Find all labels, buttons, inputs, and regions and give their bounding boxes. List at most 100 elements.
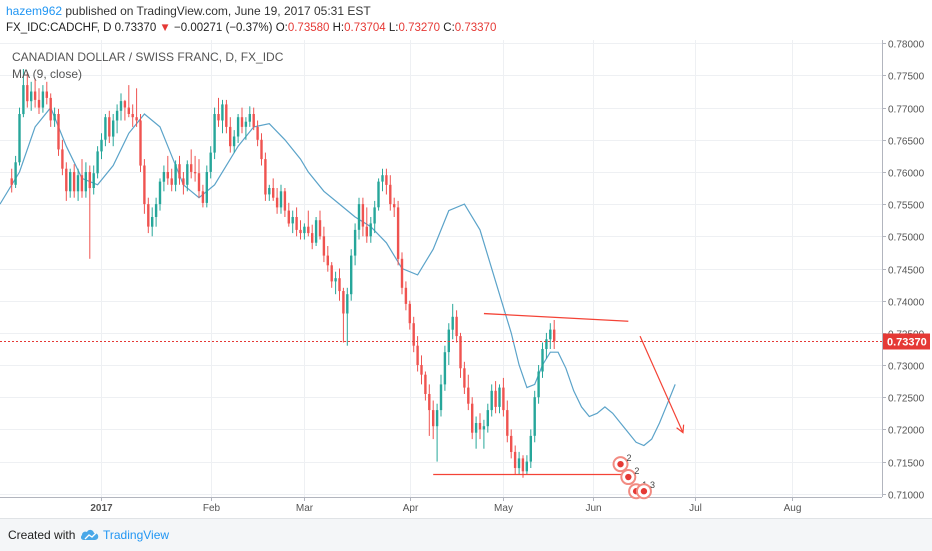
candle-body [381,175,384,182]
candle [201,184,205,208]
candle-body [88,172,91,189]
high-value: 0.73704 [344,22,386,34]
candle [18,107,21,166]
candle-body [314,220,318,243]
candle-body [545,339,548,349]
candle-body [76,175,80,192]
x-tick-label: Aug [784,503,802,514]
tradingview-cloud-icon [80,529,99,540]
candle-body [287,210,290,224]
candle-body [127,107,130,114]
candle-body [451,316,454,330]
candle-body [244,121,248,127]
candle-body [486,410,489,427]
author-link[interactable]: hazem962 [6,4,63,18]
candle [533,390,536,443]
candle [108,110,111,143]
x-tick-label: Mar [296,503,314,514]
candle-body [416,345,419,365]
candle [154,197,158,227]
candle-body [506,410,509,436]
candle-body [30,91,33,102]
close-label: C: [443,22,455,34]
candle [432,400,435,440]
candle-body [490,390,493,411]
candle-body [193,172,197,174]
candle [439,374,443,417]
candle [513,445,517,475]
price-chart[interactable]: 2213 0.78000 0.77500 0.77000 0.76500 0.76000… [0,40,932,518]
candle [209,146,212,179]
candle [369,217,372,243]
candle-body [108,117,111,137]
candle [240,107,244,134]
candle-body [209,152,212,172]
candle-body [275,197,279,208]
candle-body [502,387,505,411]
candle [490,384,493,417]
event-badge-count: 2 [634,466,639,476]
candle [342,287,345,343]
candle [61,139,64,176]
candle-body [143,165,146,205]
candle [135,88,138,127]
candle [14,155,17,188]
candle [517,451,521,475]
candle [88,165,91,259]
candle-body [291,217,294,224]
y-tick-label: 0.72500 [888,394,925,405]
candle-body [541,349,544,372]
candle-body [115,110,119,121]
y-tick-label: 0.76500 [888,137,925,148]
candle [330,262,333,288]
published-text: published on TradingView.com, June 19, 2… [62,4,371,18]
event-badge-dot [617,460,624,468]
candle-body [69,172,72,192]
candle-body [346,294,349,314]
candle [33,78,37,108]
candle-body [350,255,353,295]
candle-body [72,172,76,192]
candle-body [92,173,95,188]
candle-body [201,191,205,203]
event-badge-dot [625,473,632,481]
candle [213,107,216,160]
candle-body [353,229,357,256]
candle-body [80,175,84,192]
candle [350,249,353,301]
candle-body [408,303,411,324]
candle-body [96,151,99,174]
y-tick-label: 0.71000 [888,491,925,502]
candle-body [190,164,193,172]
candle [545,332,548,359]
candle-body [467,387,470,404]
candle-body [205,172,208,203]
candle-body [139,120,142,166]
candle [541,342,544,378]
candle-body [65,168,68,192]
candle-body [439,384,443,411]
footer-bar: Created with TradingView [0,518,932,551]
candle-body [182,178,185,185]
candle [529,429,532,468]
candle [502,377,505,417]
x-tick-label: May [494,503,513,514]
candle [256,120,259,147]
candle [22,69,25,118]
projection-arrow-head [676,424,685,434]
candle-body [248,114,251,122]
candle [361,197,365,237]
candle-body [369,223,372,237]
candle [37,88,41,114]
y-tick-label: 0.77000 [888,105,925,116]
candle [80,159,84,198]
candle-body [326,255,329,266]
candle-body [158,181,162,205]
candle [482,419,486,449]
candle-body [232,136,236,147]
open-label: O: [275,22,288,34]
tradingview-brand-link[interactable]: TradingView [103,528,170,542]
candle [357,197,361,240]
candle-body [474,423,478,433]
candle-body [33,91,37,100]
